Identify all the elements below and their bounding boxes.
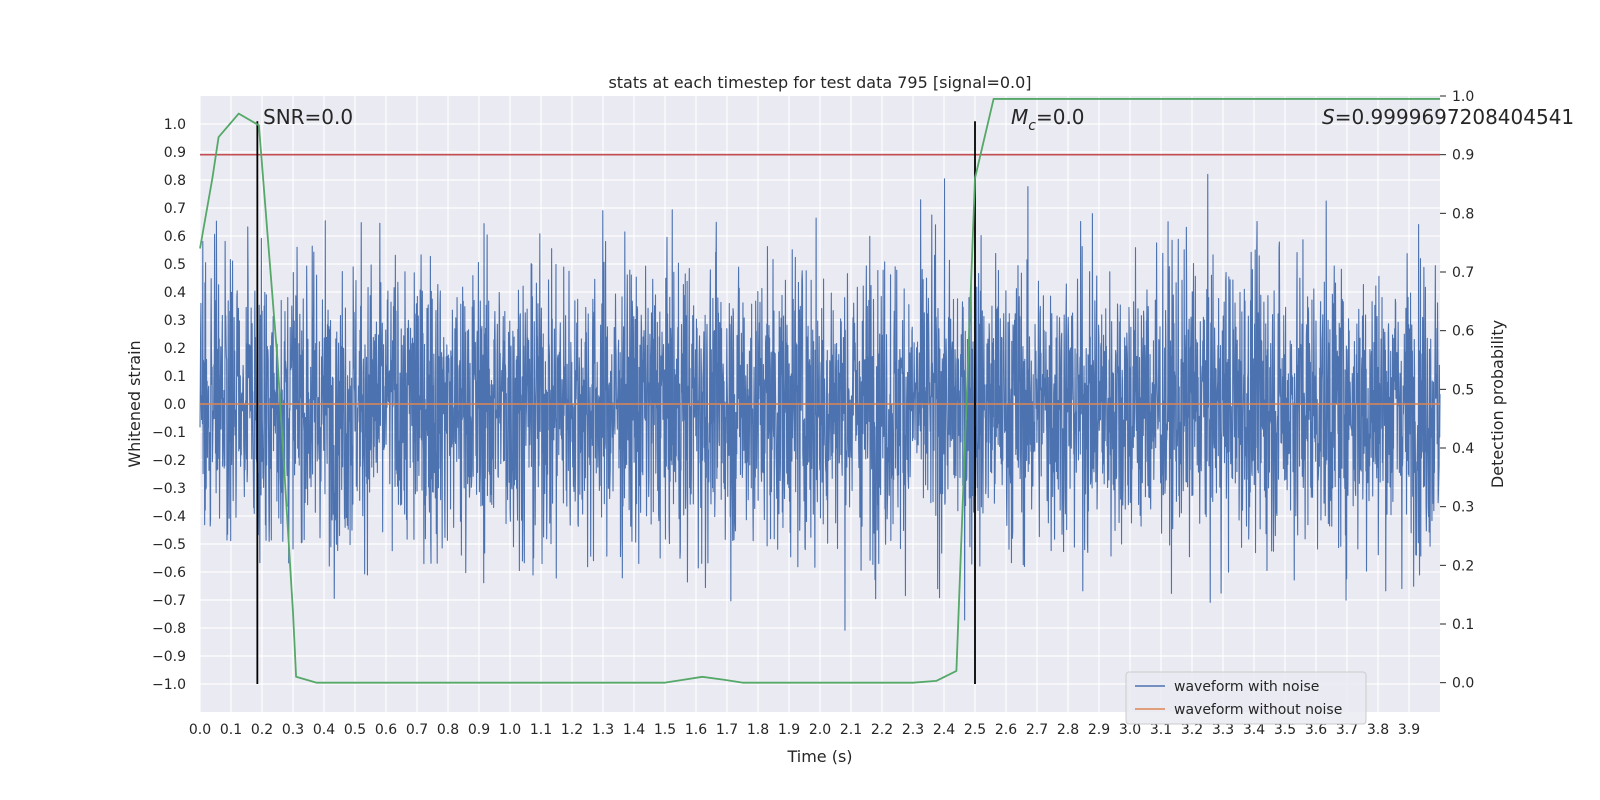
y-tick-label: 0.0 <box>164 397 186 413</box>
x-tick-label: 0.5 <box>344 722 366 738</box>
x-tick-label: 0.7 <box>406 722 428 738</box>
x-tick-label: 1.8 <box>747 722 769 738</box>
x-tick-label: 3.2 <box>1181 722 1203 738</box>
chart-title: stats at each timestep for test data 795… <box>608 73 1031 92</box>
legend: waveform with noise waveform without noi… <box>1125 671 1367 725</box>
x-tick-label: 2.7 <box>1026 722 1048 738</box>
x-tick-label: 0.6 <box>375 722 397 738</box>
y2-tick-label: 1.0 <box>1452 89 1474 105</box>
y-axis-ticks: 1.0 0.9 0.8 0.7 0.6 0.5 0.4 0.3 0.2 0.1 0.0 −0.1 −0.… <box>152 117 186 693</box>
x-tick-label: 2.3 <box>902 722 924 738</box>
x-tick-label: 0.9 <box>468 722 490 738</box>
y2-tick-label: 0.9 <box>1452 148 1474 164</box>
y2-tick-label: 0.3 <box>1452 500 1474 516</box>
x-tick-label: 0.3 <box>282 722 304 738</box>
y-tick-label: −1.0 <box>152 677 186 693</box>
y-tick-label: 0.3 <box>164 313 186 329</box>
x-tick-label: 2.0 <box>809 722 831 738</box>
y-tick-label: −0.3 <box>152 481 186 497</box>
y-tick-label: 1.0 <box>164 117 186 133</box>
detection-probability-series <box>199 98 1440 684</box>
x-tick-label: 3.0 <box>1119 722 1141 738</box>
y-tick-label: 0.2 <box>164 341 186 357</box>
y2-tick-label: 0.2 <box>1452 558 1474 574</box>
y2-tick-label: 0.7 <box>1452 265 1474 281</box>
y-tick-label: 0.4 <box>164 285 186 301</box>
legend-label-noise: waveform with noise <box>1174 679 1319 695</box>
x-tick-label: 2.5 <box>964 722 986 738</box>
x-axis-label: Time (s) <box>786 747 852 766</box>
x-tick-label: 0.2 <box>251 722 273 738</box>
x-axis-ticks: 0.0 0.1 0.2 0.3 0.4 0.5 0.6 0.7 0.8 0.9 1.0 1.1 1.2 1… <box>189 722 1420 738</box>
annotations: SNR=0.0 Mc=0.0 S=0.9999697208404541 <box>263 105 1574 134</box>
x-tick-label: 2.8 <box>1057 722 1079 738</box>
y2-tick-label: 0.0 <box>1452 676 1474 692</box>
x-tick-label: 3.8 <box>1367 722 1389 738</box>
y-tick-label: −0.5 <box>152 537 186 553</box>
y-tick-label: −0.6 <box>152 565 186 581</box>
x-tick-label: 1.0 <box>499 722 521 738</box>
x-tick-label: 2.4 <box>933 722 955 738</box>
y2-tick-label: 0.4 <box>1452 441 1474 457</box>
noise-line <box>199 173 1441 631</box>
y-tick-label: −0.4 <box>152 509 186 525</box>
probability-line <box>199 98 1440 684</box>
score-annotation: S=0.9999697208404541 <box>1322 105 1574 129</box>
x-tick-label: 2.1 <box>840 722 862 738</box>
x-tick-label: 1.6 <box>685 722 707 738</box>
y-tick-label: −0.1 <box>152 425 186 441</box>
y2-tick-label: 0.6 <box>1452 324 1474 340</box>
x-tick-label: 1.4 <box>623 722 645 738</box>
y-tick-label: −0.2 <box>152 453 186 469</box>
x-tick-label: 3.3 <box>1212 722 1234 738</box>
y-tick-label: −0.9 <box>152 649 186 665</box>
marker-lines <box>256 121 976 684</box>
y-tick-label: 0.6 <box>164 229 186 245</box>
y-axis-label: Whitened strain <box>125 340 144 467</box>
legend-label-clean: waveform without noise <box>1174 702 1342 718</box>
x-tick-label: 3.4 <box>1243 722 1265 738</box>
y2-axis-ticks: 1.0 0.9 0.8 0.7 0.6 0.5 0.4 0.3 0.2 0.1 0.0 <box>1440 89 1474 692</box>
x-tick-label: 2.6 <box>995 722 1017 738</box>
y-tick-label: 0.5 <box>164 257 186 273</box>
y-tick-label: 0.9 <box>164 145 186 161</box>
x-tick-label: 1.1 <box>530 722 552 738</box>
waveform-with-noise-series <box>199 173 1441 631</box>
x-tick-label: 2.9 <box>1088 722 1110 738</box>
x-tick-label: 2.2 <box>871 722 893 738</box>
x-tick-label: 3.5 <box>1274 722 1296 738</box>
y2-axis-label: Detection probability <box>1488 320 1507 488</box>
x-tick-label: 3.1 <box>1150 722 1172 738</box>
y2-tick-label: 0.8 <box>1452 206 1474 222</box>
y-tick-label: 0.7 <box>164 201 186 217</box>
snr-annotation: SNR=0.0 <box>263 105 353 129</box>
legend-box <box>1125 671 1367 725</box>
x-tick-label: 0.1 <box>220 722 242 738</box>
y-tick-label: 0.1 <box>164 369 186 385</box>
x-tick-label: 0.8 <box>437 722 459 738</box>
x-tick-label: 1.3 <box>592 722 614 738</box>
x-tick-label: 3.7 <box>1336 722 1358 738</box>
x-tick-label: 1.9 <box>778 722 800 738</box>
x-tick-label: 3.6 <box>1305 722 1327 738</box>
y2-tick-label: 0.1 <box>1452 617 1474 633</box>
y-tick-label: −0.7 <box>152 593 186 609</box>
x-tick-label: 1.2 <box>561 722 583 738</box>
x-tick-label: 3.9 <box>1398 722 1420 738</box>
x-tick-label: 0.0 <box>189 722 211 738</box>
y2-tick-label: 0.5 <box>1452 382 1474 398</box>
x-tick-label: 0.4 <box>313 722 335 738</box>
chirp-mass-annotation: Mc=0.0 <box>1011 105 1085 134</box>
x-tick-label: 1.7 <box>716 722 738 738</box>
y-tick-label: 0.8 <box>164 173 186 189</box>
x-tick-label: 1.5 <box>654 722 676 738</box>
y-tick-label: −0.8 <box>152 621 186 637</box>
